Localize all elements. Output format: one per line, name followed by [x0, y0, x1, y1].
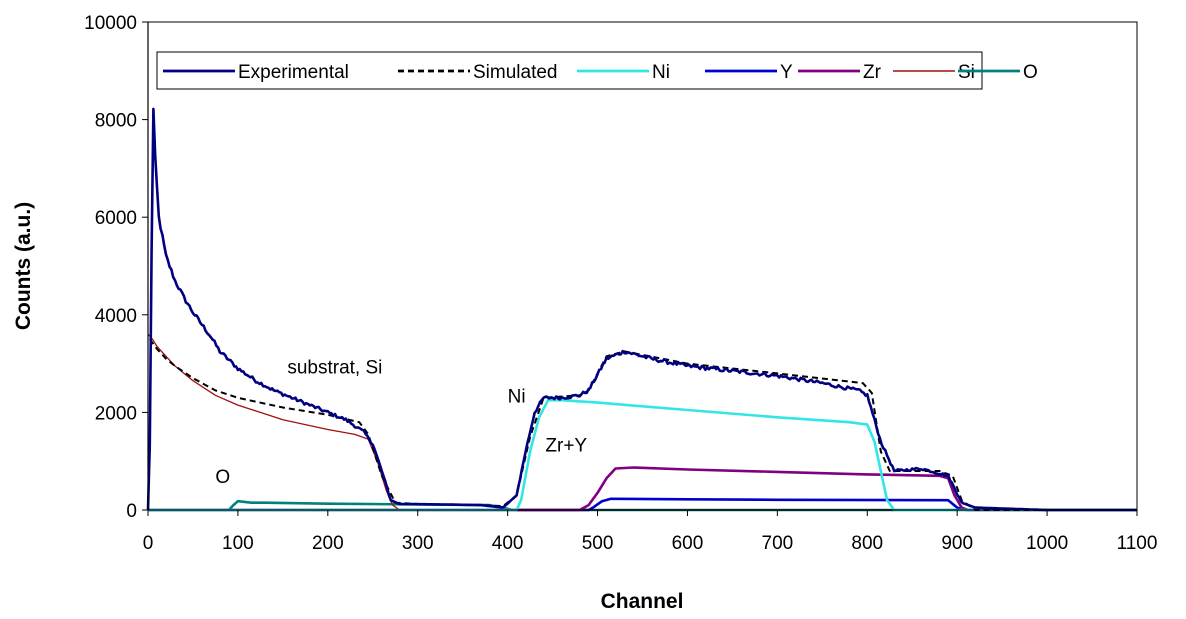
legend-label-si: Si [958, 62, 975, 83]
x-ticks: 0 100 200 300 400 500 600 700 800 900 1000 1100 [143, 510, 1158, 554]
x-tick-label: 0 [143, 533, 154, 554]
series-line-experimental [146, 107, 1137, 512]
series-layer [146, 107, 1137, 512]
x-tick-label: 100 [222, 533, 254, 554]
annotation-o: O [215, 467, 230, 488]
annotation-substrat-si: substrat, Si [287, 357, 382, 378]
x-tick-label: 600 [672, 533, 704, 554]
annotation-zr-y: Zr+Y [545, 435, 587, 456]
annotation-ni: Ni [508, 387, 526, 408]
series-line-o [148, 499, 1137, 512]
x-tick-label: 800 [851, 533, 883, 554]
x-tick-label: 900 [941, 533, 973, 554]
x-tick-label: 500 [582, 533, 614, 554]
series-line-y [148, 497, 1137, 512]
x-tick-label: 300 [402, 533, 434, 554]
annotations: substrat, Si Ni Zr+Y O [215, 357, 587, 488]
legend-label-experimental: Experimental [238, 62, 349, 83]
y-tick-label: 8000 [95, 111, 137, 132]
y-ticks: 0 2000 4000 6000 8000 10000 [84, 13, 148, 522]
x-tick-label: 400 [492, 533, 524, 554]
x-tick-label: 1000 [1026, 533, 1068, 554]
x-tick-label: 700 [762, 533, 794, 554]
legend-label-simulated: Simulated [473, 62, 558, 83]
plot-area [147, 21, 1138, 511]
x-tick-label: 200 [312, 533, 344, 554]
legend-label-y: Y [780, 62, 793, 83]
legend-label-zr: Zr [863, 62, 882, 83]
legend-label-o: O [1023, 62, 1038, 83]
y-tick-label: 6000 [95, 208, 137, 229]
y-tick-label: 2000 [95, 403, 137, 424]
x-tick-label: 1100 [1117, 533, 1158, 554]
series-line-ni [148, 398, 1137, 512]
y-tick-label: 10000 [84, 13, 137, 34]
series-line-zr [148, 466, 1137, 512]
legend-label-ni: Ni [652, 62, 670, 83]
y-axis-title: Counts (a.u.) [12, 202, 35, 330]
legend: Experimental Simulated Ni Y Zr Si O [163, 62, 1038, 83]
x-axis-title: Channel [601, 590, 684, 613]
y-tick-label: 4000 [95, 306, 137, 327]
y-tick-label: 0 [126, 501, 137, 522]
